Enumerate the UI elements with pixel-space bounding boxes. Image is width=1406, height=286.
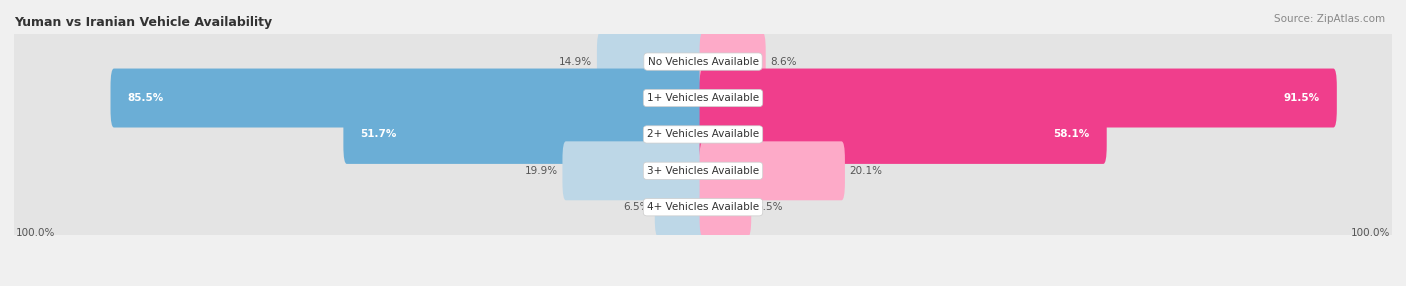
FancyBboxPatch shape (343, 105, 706, 164)
FancyBboxPatch shape (11, 93, 1395, 176)
FancyBboxPatch shape (700, 178, 751, 237)
Text: 19.9%: 19.9% (524, 166, 558, 176)
Text: 1+ Vehicles Available: 1+ Vehicles Available (647, 93, 759, 103)
FancyBboxPatch shape (11, 165, 1395, 249)
FancyBboxPatch shape (11, 129, 1395, 213)
Text: 85.5%: 85.5% (128, 93, 165, 103)
FancyBboxPatch shape (11, 20, 1395, 104)
Text: 14.9%: 14.9% (560, 57, 592, 67)
Text: 58.1%: 58.1% (1053, 130, 1090, 139)
FancyBboxPatch shape (562, 141, 706, 200)
Text: 3+ Vehicles Available: 3+ Vehicles Available (647, 166, 759, 176)
Text: No Vehicles Available: No Vehicles Available (648, 57, 758, 67)
FancyBboxPatch shape (700, 141, 845, 200)
FancyBboxPatch shape (11, 56, 1395, 140)
Text: 2+ Vehicles Available: 2+ Vehicles Available (647, 130, 759, 139)
FancyBboxPatch shape (700, 69, 1337, 128)
Text: 100.0%: 100.0% (15, 228, 55, 238)
Legend: Yuman, Iranian: Yuman, Iranian (628, 282, 778, 286)
Text: Source: ZipAtlas.com: Source: ZipAtlas.com (1274, 14, 1385, 24)
Text: 8.6%: 8.6% (770, 57, 797, 67)
Text: 51.7%: 51.7% (360, 130, 396, 139)
Text: 100.0%: 100.0% (1351, 228, 1391, 238)
FancyBboxPatch shape (111, 69, 706, 128)
FancyBboxPatch shape (598, 32, 706, 91)
FancyBboxPatch shape (700, 105, 1107, 164)
Text: 6.5%: 6.5% (756, 202, 783, 212)
Text: 6.5%: 6.5% (623, 202, 650, 212)
Text: 91.5%: 91.5% (1284, 93, 1320, 103)
Text: 20.1%: 20.1% (849, 166, 883, 176)
Text: 4+ Vehicles Available: 4+ Vehicles Available (647, 202, 759, 212)
FancyBboxPatch shape (655, 178, 706, 237)
FancyBboxPatch shape (700, 32, 766, 91)
Text: Yuman vs Iranian Vehicle Availability: Yuman vs Iranian Vehicle Availability (14, 16, 273, 29)
